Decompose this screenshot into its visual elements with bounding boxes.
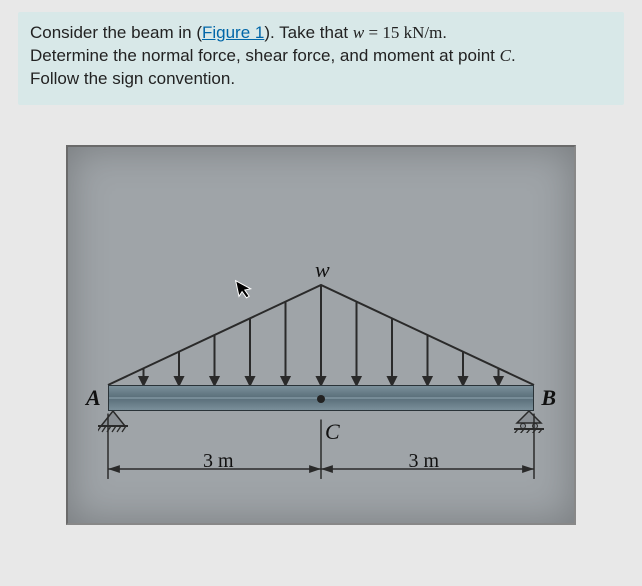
load-peak-label: w <box>315 257 330 283</box>
point-c-marker <box>317 395 325 403</box>
point-c-text: C <box>500 46 511 65</box>
dimension-left: 3 m <box>203 450 234 473</box>
text: . <box>511 46 516 65</box>
text: Determine the normal force, shear force,… <box>30 46 500 65</box>
w-unit: kN/m <box>399 23 442 42</box>
point-c-label: C <box>325 419 340 445</box>
cursor-icon <box>233 275 256 306</box>
equals: = <box>364 23 382 42</box>
figure-panel: w C <box>66 145 576 525</box>
support-a-label: A <box>86 385 101 411</box>
text: . <box>442 23 447 42</box>
var-w: w <box>353 23 364 42</box>
figure-container: w C <box>18 145 624 525</box>
support-b-label: B <box>541 385 556 411</box>
text: Follow the sign convention. <box>30 69 235 88</box>
support-b <box>514 411 544 433</box>
support-a <box>98 411 128 433</box>
dimension-right: 3 m <box>408 450 439 473</box>
dimension-line <box>108 459 534 489</box>
distributed-load <box>108 285 534 385</box>
w-value: 15 <box>382 23 399 42</box>
problem-statement: Consider the beam in (Figure 1). Take th… <box>18 12 624 105</box>
text: Consider the beam in ( <box>30 23 202 42</box>
text: ). Take that <box>264 23 353 42</box>
figure-link[interactable]: Figure 1 <box>202 23 264 42</box>
